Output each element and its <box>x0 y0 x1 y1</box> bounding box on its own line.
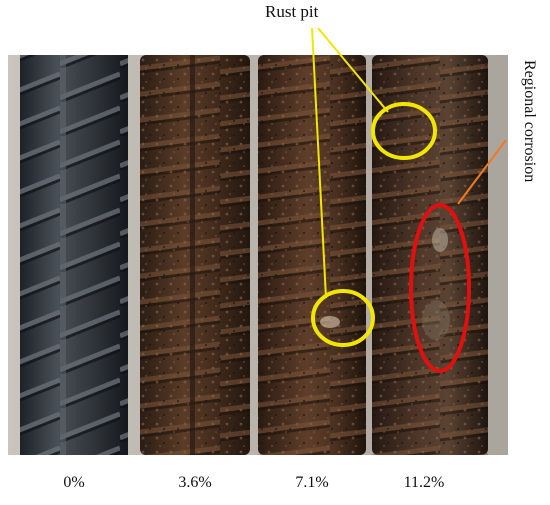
rebar-sample-2 <box>258 55 366 455</box>
rebar-sample-0 <box>20 55 128 455</box>
rust-pit-label: Rust pit <box>265 2 319 21</box>
regional-corrosion-label: Regional corrosion <box>521 60 538 183</box>
rebar-sample-3 <box>372 55 488 455</box>
rust-pit-marker-upper <box>371 102 437 160</box>
corrosion-rate-label-3: 11.2% <box>403 474 445 491</box>
rust-pit-marker-lower <box>311 289 375 347</box>
corrosion-rate-label-2: 7.1% <box>295 474 329 491</box>
rebar-sample-1 <box>140 55 250 455</box>
rust-pit-leader-line-1 <box>317 27 389 113</box>
regional-corrosion-leader-line <box>457 139 507 205</box>
corrosion-rate-label-0: 0% <box>63 474 85 491</box>
regional-corrosion-marker <box>409 203 471 373</box>
rust-pit-leader-line-2 <box>311 27 327 299</box>
regional-corrosion-label-box: Regional corrosion <box>520 60 540 260</box>
corrosion-rate-label-1: 3.6% <box>178 474 212 491</box>
